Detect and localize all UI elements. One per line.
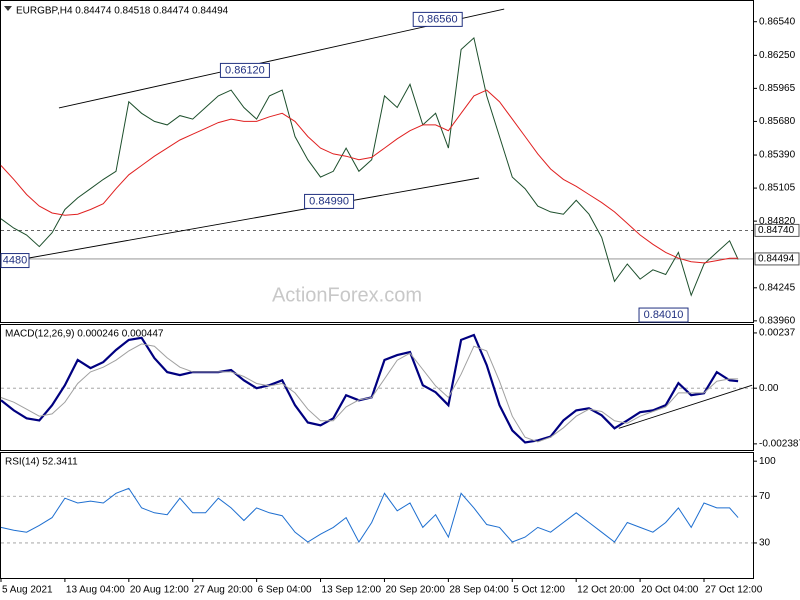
price-label-box — [754, 252, 800, 266]
annotation-box — [219, 62, 270, 78]
symbol-icon — [4, 6, 12, 11]
y-tick-label: 0.84245 — [759, 282, 796, 293]
x-tick-label: 12 Oct 20:00 — [577, 585, 635, 596]
price-label: 0.84494 — [758, 254, 795, 265]
macd-panel-frame — [0, 324, 754, 451]
panel-title: MACD(12,26,9) 0.000246 0.000447 — [5, 329, 164, 340]
y-tick-label: 70 — [759, 491, 771, 502]
x-tick-label: 20 Sep 20:00 — [385, 585, 445, 596]
y-tick-label: 0.84820 — [759, 216, 796, 227]
rsi-panel-frame — [0, 452, 754, 579]
y-tick-label: 0.85965 — [759, 83, 796, 94]
y-tick-label: 0.86540 — [759, 16, 796, 27]
y-tick-label: -0.002387 — [759, 439, 800, 450]
y-tick-label: 0.86250 — [759, 50, 796, 61]
y-tick-label: 30 — [759, 538, 771, 549]
annotation-box — [638, 307, 689, 323]
x-tick-label: 6 Sep 04:00 — [258, 585, 312, 596]
annotation-box — [412, 11, 463, 27]
annotation-label: 0.84990 — [309, 195, 349, 207]
trend-line — [618, 384, 753, 429]
series-line — [0, 487, 739, 543]
annotation-box — [304, 193, 355, 209]
annotation-label: 0.86120 — [225, 64, 265, 76]
x-tick-label: 27 Oct 12:00 — [705, 585, 763, 596]
x-tick-label: 13 Sep 12:00 — [322, 585, 382, 596]
x-tick-label: 28 Sep 04:00 — [449, 585, 509, 596]
y-tick-label: 0.00237 — [759, 328, 796, 339]
x-tick-label: 20 Oct 04:00 — [641, 585, 699, 596]
x-tick-label: 5 Oct 12:00 — [513, 585, 565, 596]
x-tick-label: 27 Aug 20:00 — [194, 585, 253, 596]
price-label-box — [754, 223, 800, 237]
y-tick-label: 0.00 — [759, 383, 779, 394]
x-tick-label: 20 Aug 12:00 — [130, 585, 189, 596]
annotation-label: 0.86560 — [418, 13, 458, 25]
y-tick-label: 0.85680 — [759, 116, 796, 127]
series-line — [0, 36, 739, 297]
annotation-label: 0.84010 — [644, 309, 684, 321]
trend-line — [28, 177, 480, 259]
annotation-label: 4480 — [3, 254, 27, 266]
price-panel-frame — [0, 0, 754, 323]
y-tick-label: 0.83960 — [759, 315, 796, 326]
x-tick-label: 5 Aug 2021 — [2, 585, 53, 596]
panel-title: RSI(14) 52.3411 — [5, 457, 78, 468]
y-tick-label: 100 — [759, 456, 776, 467]
x-tick-label: 13 Aug 04:00 — [66, 585, 125, 596]
series-line — [0, 343, 739, 443]
y-tick-label: 0.85105 — [759, 183, 796, 194]
series-line — [0, 333, 739, 444]
panel-title: EURGBP,H4 0.84474 0.84518 0.84474 0.8449… — [16, 6, 229, 17]
annotation-box — [0, 253, 30, 269]
y-tick-label: 0.85390 — [759, 150, 796, 161]
series-line — [0, 89, 739, 264]
price-label: 0.84740 — [758, 225, 795, 236]
watermark: ActionForex.com — [272, 284, 422, 306]
